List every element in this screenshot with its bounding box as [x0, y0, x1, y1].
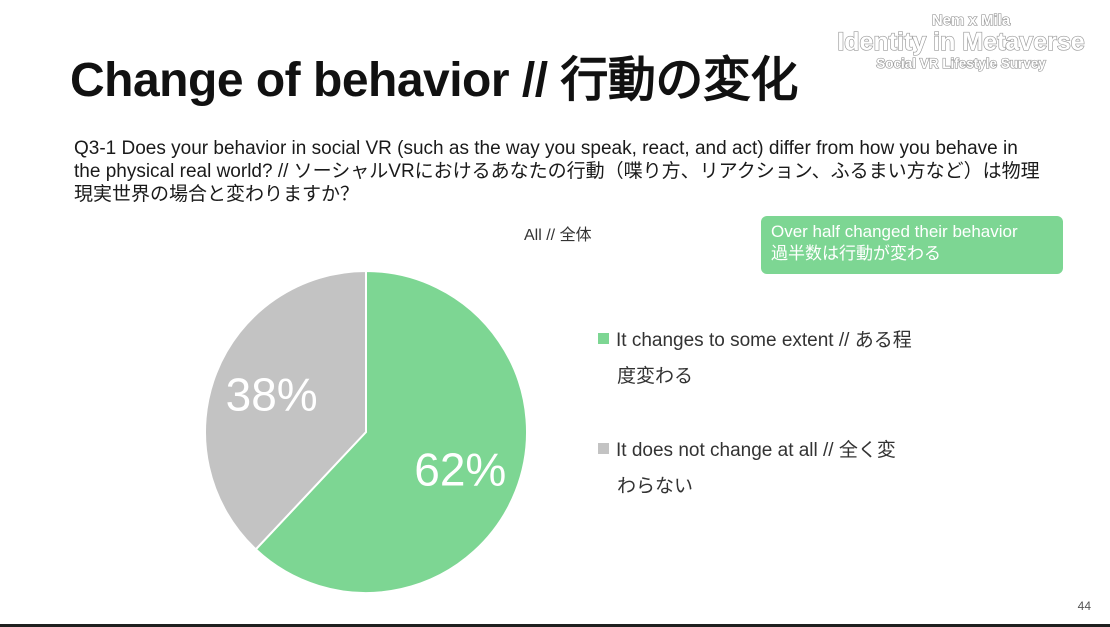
pie-labels: 62% 38% [226, 369, 507, 496]
callout-box: Over half changed their behavior 過半数は行動が… [761, 216, 1063, 274]
legend-label-changes-line-2: 度変わる [617, 366, 694, 387]
callout-line-2: 過半数は行動が変わる [771, 244, 941, 263]
callout-line-1: Over half changed their behavior [771, 222, 1018, 241]
pie-label-changes: 62% [414, 443, 506, 495]
slide-title: Change of behavior // 行動の変化 [70, 54, 798, 107]
brand-line-2: Identity in Metaverse [837, 28, 1086, 56]
pie-label-no-change: 38% [226, 369, 318, 421]
legend-label-no-change-line-1: It does not change at all // 全く変 [616, 440, 896, 461]
page-number: 44 [1077, 599, 1091, 613]
legend-item-no-change: It does not change at all // 全く変 わらない [598, 433, 968, 505]
legend-label-no-change-line-2: わらない [617, 476, 694, 497]
chart-subtitle: All // 全体 [524, 227, 592, 244]
brand-logo: Nem x Mila Identity in Metaverse Social … [826, 11, 1096, 71]
pie-slice-changes [254, 269, 528, 594]
legend-label-changes-line-1: It changes to some extent // ある程 [616, 330, 912, 351]
pie-slice-no-change [204, 269, 367, 551]
bottom-rule [0, 624, 1110, 627]
pie-slices [204, 269, 528, 594]
brand-line-1: Nem x Mila [931, 11, 1011, 29]
legend-swatch-changes [598, 333, 609, 345]
brand-line-3: Social VR Lifestyle Survey [876, 55, 1047, 71]
question-text: Q3-1 Does your behavior in social VR (su… [74, 138, 1040, 205]
legend-swatch-no-change [598, 443, 609, 455]
legend-item-changes: It changes to some extent // ある程 度変わる [598, 323, 968, 395]
